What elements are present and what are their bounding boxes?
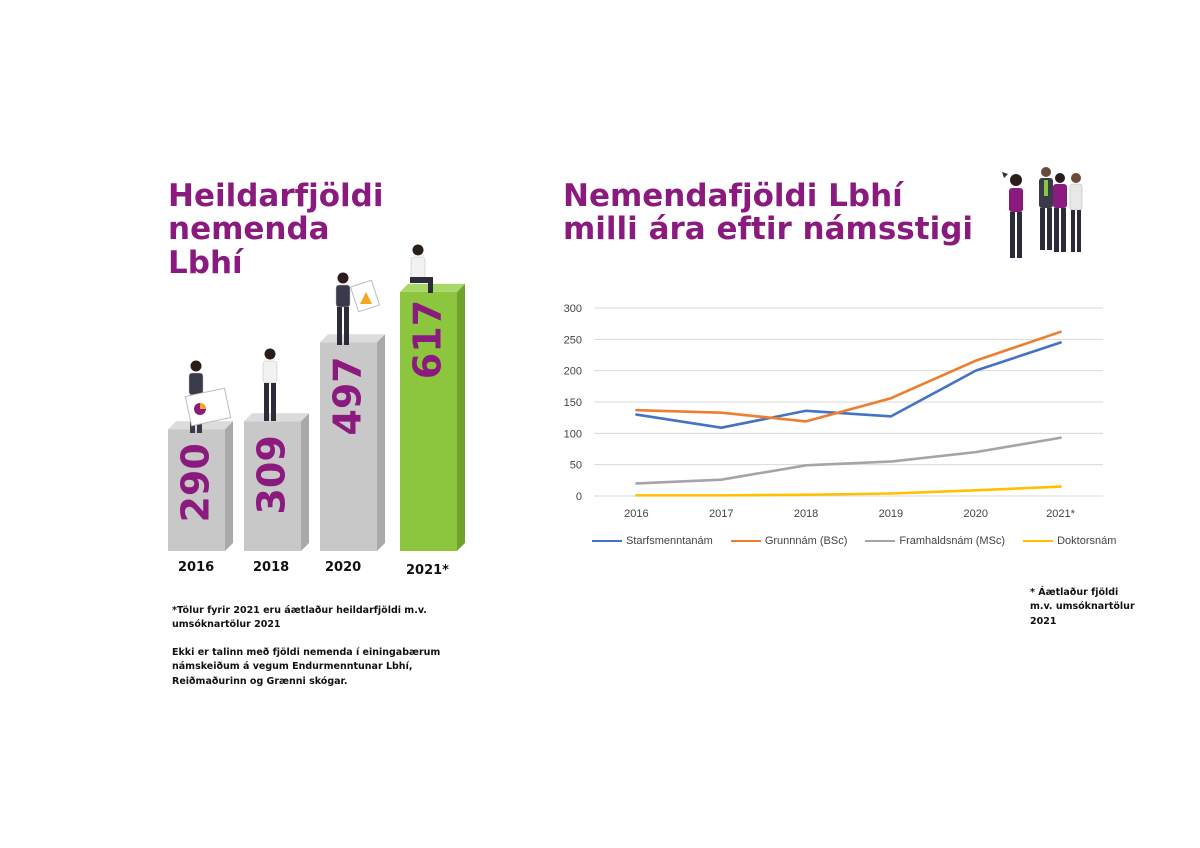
x-tick-label: 2020 [964,508,988,520]
bar-chart: 290 309 497 617 [168,244,465,551]
bar-side [301,413,309,551]
bar-2016: 290 [168,421,233,551]
bar-side [225,421,233,551]
left-title-line: Lbhí [168,244,243,281]
bar-2018: 309 [244,413,309,551]
y-tick-label: 300 [564,303,582,315]
bar-front [244,421,301,551]
right-chart-title: Nemendafjöldi Lbhí milli ára eftir námss… [563,178,983,248]
exclusion-note: Ekki er talinn með fjöldi nemenda í eini… [172,647,441,687]
x-tick-label: 2016 [624,508,648,520]
person-with-chart-icon [184,360,232,433]
x-tick-label: 2017 [709,508,733,520]
x-tick-label: 2019 [879,508,903,520]
right-title-line: Nemendafjöldi Lbhí [563,178,903,214]
x-tick-label: 2021* [1046,508,1075,520]
bar-front [168,429,225,551]
x-tick-label: 2018 [794,508,818,520]
right-estimate-footnote: * Áætlaður fjöldi m.v. umsóknartölur 202… [1030,587,1135,627]
bar-front [400,291,457,551]
bar-value-label: 309 [250,435,294,514]
bar-value-label: 497 [326,356,370,435]
group-of-people-icon [1002,167,1083,258]
legend-label: Grunnnám (BSc) [764,535,848,547]
legend-swatch [1023,539,1054,543]
y-tick-label: 150 [564,397,582,409]
bar-side [377,334,385,551]
line-chart: 0 50 100 150 200 250 300 2016 2017 2018 2019 2020 20… [564,303,1103,520]
y-tick-label: 0 [576,491,582,503]
bar-category-label: 2020 [325,560,362,575]
series-line [635,330,1062,423]
bar-front [320,342,377,551]
y-tick-label: 50 [570,460,582,472]
y-tick-label: 200 [564,366,582,378]
legend-item: Framhaldsnám (MSc) [865,535,1005,547]
bar-top [244,413,309,422]
legend-item: Grunnnám (BSc) [730,535,848,547]
bar-2020: 497 [320,334,385,551]
bar-value-label: 290 [174,443,218,522]
left-title-line: Heildarfjöldi [168,178,384,214]
y-tick-label: 100 [564,428,582,440]
series-line [635,341,1062,429]
bar-category-label: 2021* [406,563,449,578]
estimate-footnote: *Tölur fyrir 2021 eru áætlaður heildarfj… [172,605,427,631]
line-chart-legend: Starfsmenntanám Grunnnám (BSc) Framhaldsná… [592,535,1116,547]
legend-swatch [865,539,896,543]
bar-value-label: 617 [406,300,450,379]
legend-swatch [592,539,622,543]
series-line [635,436,1062,485]
legend-swatch [730,539,761,543]
y-tick-label: 250 [564,334,582,346]
sitting-person-icon [410,244,433,293]
bar-top [320,334,385,343]
bar-side [457,283,465,551]
legend-item: Doktorsnám [1023,535,1116,547]
bar-category-label: 2016 [178,560,215,575]
person-with-chart-icon [335,272,381,345]
legend-label: Framhaldsnám (MSc) [899,535,1006,547]
standing-person-icon [262,348,278,421]
legend-item: Starfsmenntanám [592,535,713,547]
legend-label: Doktorsnám [1057,535,1117,547]
left-chart-title: Heildarfjöldi nemenda Lbhí [168,178,428,281]
right-title-line: milli ára eftir námsstigi [563,211,974,248]
series-line [635,485,1062,497]
legend-label: Starfsmenntanám [626,535,713,547]
bar-category-label: 2018 [253,560,290,575]
left-title-line: nemenda [168,211,330,248]
bar-2021*: 617 [400,283,465,551]
